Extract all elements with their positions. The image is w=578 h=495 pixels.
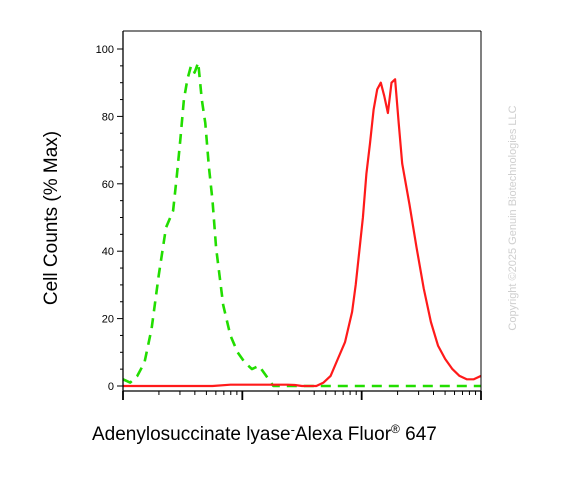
x-axis-label-suffix: 647 xyxy=(400,424,437,445)
copyright-watermark: Copyright ©2025 Genuin Biotechnologies L… xyxy=(507,105,519,330)
x-axis-ticks xyxy=(122,391,482,400)
y-tick-label: 60 xyxy=(102,179,114,191)
registered-mark: ® xyxy=(391,422,400,436)
y-tick-label: 100 xyxy=(96,44,114,56)
y-tick-label: 40 xyxy=(102,246,114,258)
y-tick-label: 80 xyxy=(102,111,114,123)
x-axis-label-dye: Alexa Fluor xyxy=(295,424,392,445)
y-axis-label: Cell Counts (% Max) xyxy=(41,131,62,305)
x-axis-label-target: Adenylosuccinate lyase xyxy=(92,424,291,445)
y-tick-label: 20 xyxy=(102,314,114,326)
sample-histogram-line xyxy=(123,78,482,388)
y-axis-ticks: 0 20 40 60 80 100 xyxy=(96,44,123,393)
x-axis-label: Adenylosuccinate lyase-Alexa Fluor® 647 xyxy=(92,422,437,445)
control-histogram-line xyxy=(122,61,481,388)
histogram-series xyxy=(122,61,482,388)
x-axis-label-joiner: - xyxy=(291,422,295,437)
y-tick-label: 0 xyxy=(108,381,114,393)
